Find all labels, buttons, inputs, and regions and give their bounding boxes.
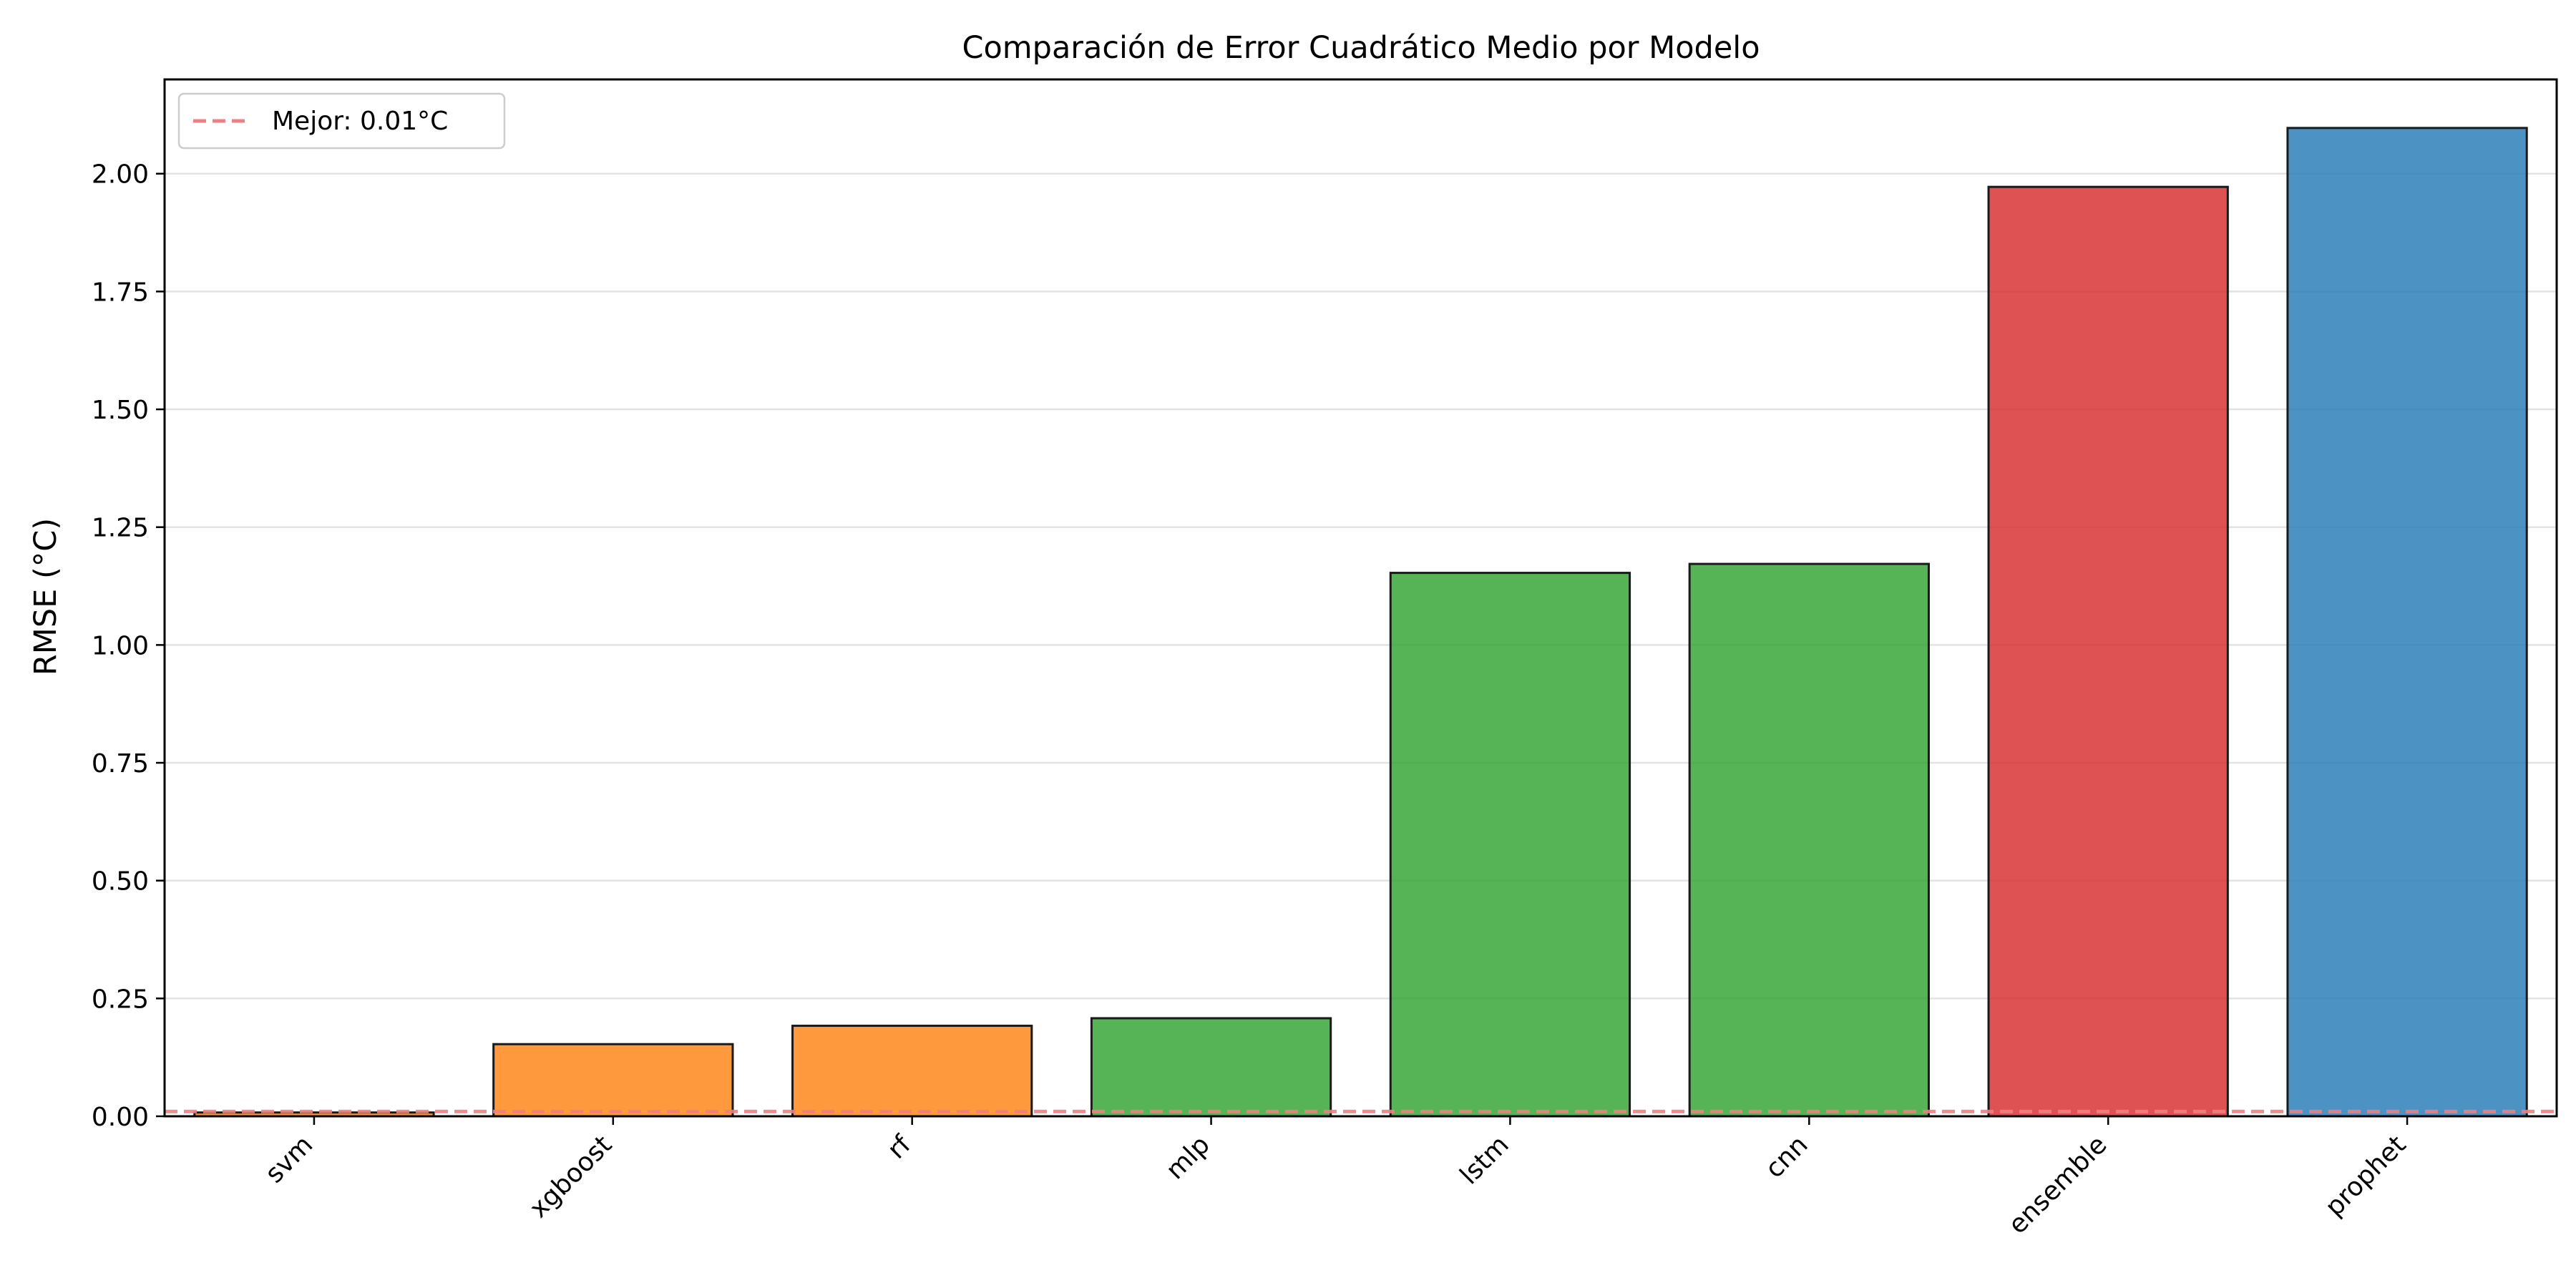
y-tick-label: 1.75 [92, 278, 149, 307]
axes-frame [163, 78, 2558, 1118]
y-tick-label: 0.25 [92, 985, 149, 1014]
x-tick-label: svm [260, 1130, 318, 1189]
y-tick-label: 1.00 [92, 631, 149, 660]
y-axis-label: RMSE (°C) [28, 518, 64, 675]
bar-prophet [2286, 127, 2528, 1118]
x-tick-label: ensemble [2003, 1130, 2112, 1239]
bar-mlp [1090, 1017, 1332, 1118]
bar-ensemble [1987, 185, 2229, 1118]
x-tick-label: mlp [1161, 1130, 1216, 1185]
x-tick-label: xgboost [524, 1130, 618, 1224]
bar-xgboost [492, 1043, 734, 1118]
x-tick-label: prophet [2320, 1130, 2412, 1222]
y-tick-label: 0.00 [92, 1103, 149, 1132]
legend-label: Mejor: 0.01°C [272, 107, 448, 136]
y-tick-label: 2.00 [92, 160, 149, 190]
x-tick-label: lstm [1455, 1130, 1515, 1190]
legend-box [177, 92, 506, 150]
y-tick-label: 0.75 [92, 749, 149, 779]
y-tick-label: 1.50 [92, 396, 149, 425]
x-tick-label: cnn [1760, 1130, 1813, 1184]
bar-cnn [1688, 562, 1930, 1118]
y-tick-label: 1.25 [92, 514, 149, 543]
x-tick-label: rf [882, 1129, 917, 1164]
chart-title: Comparación de Error Cuadrático Medio po… [962, 30, 1760, 66]
bar-lstm [1389, 572, 1631, 1118]
bar-rf [791, 1025, 1033, 1118]
plot-area: 0.00 0.25 0.50 0.75 1.00 1.25 1.50 1.75 2.00 svm x… [92, 78, 2558, 1240]
y-tick-label: 0.50 [92, 867, 149, 897]
